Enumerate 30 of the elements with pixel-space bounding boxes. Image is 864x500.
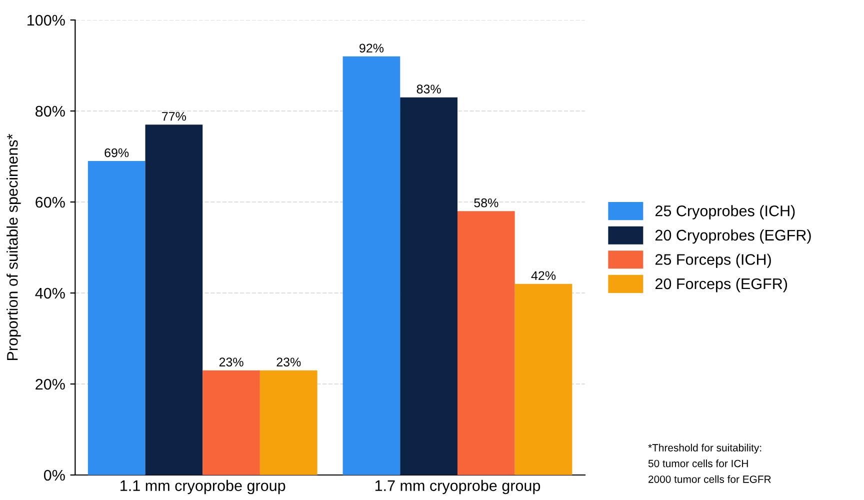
bar [260, 370, 318, 475]
y-axis-title: Proportion of suitable specimens* [6, 134, 21, 360]
bar [88, 161, 146, 475]
text: *Threshold for suitability: 50 tumor cells for ICH 2000 tumor cells for EGFR [648, 444, 771, 483]
y-tick-label: 60% [36, 196, 65, 208]
data-label: 83% [416, 84, 441, 94]
data-label: 58% [474, 198, 498, 208]
y-tick-label: 20% [36, 378, 65, 390]
y-tick-label: 0% [44, 470, 65, 481]
data-label: 77% [162, 112, 186, 121]
bar [342, 56, 400, 475]
legend-label: 25 Cryoprobes (ICH) [655, 205, 795, 220]
y-tick-label: 80% [36, 106, 65, 117]
data-label: 92% [360, 44, 384, 53]
x-tick-label: 1.1 mm cryoprobe group [120, 480, 286, 494]
legend-label: 20 Cryoprobes (EGFR) [655, 229, 811, 244]
data-label: 23% [219, 358, 244, 366]
data-label: 42% [531, 271, 556, 280]
legend-label: 25 Forceps (ICH) [655, 254, 771, 268]
bar [202, 370, 260, 475]
bar [457, 211, 515, 475]
bar [514, 284, 572, 475]
y-tick-label: 40% [35, 288, 65, 299]
y-tick-label: 100% [28, 14, 65, 26]
bar [145, 124, 203, 475]
data-label: 23% [276, 358, 301, 366]
bar [400, 97, 458, 475]
legend-label: 20 Forceps (EGFR) [655, 278, 788, 292]
data-label: 69% [104, 148, 129, 158]
x-tick-label: 1.7 mm cryoprobe group [375, 480, 540, 494]
